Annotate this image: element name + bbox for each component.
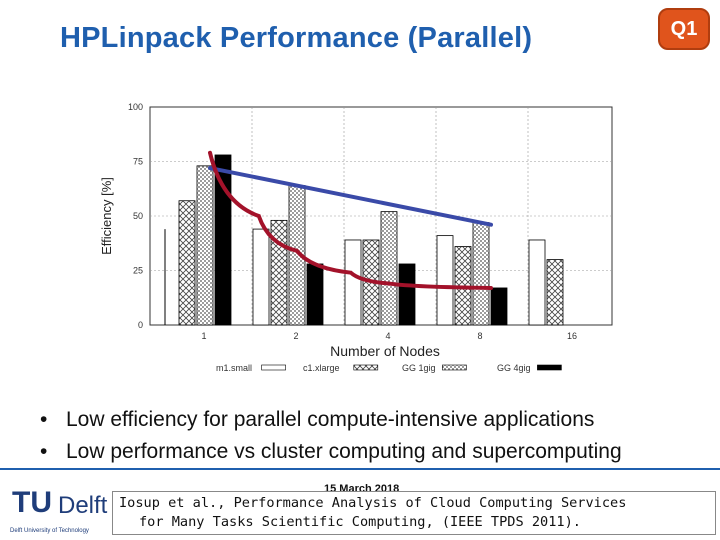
bullet-item: • Low performance vs cluster computing an…	[40, 436, 622, 468]
x-tick-label: 2	[293, 331, 298, 341]
trend-lines	[208, 150, 493, 290]
bullet-dot-icon: •	[40, 440, 48, 463]
question-badge: Q1	[658, 8, 710, 50]
trend-line-blue	[208, 166, 493, 227]
y-tick-labels: 0 25 50 75 100	[128, 102, 143, 330]
bar	[436, 235, 454, 326]
y-tick-label: 50	[133, 211, 143, 221]
y-axis-label: Efficiency [%]	[99, 177, 114, 255]
chart-legend: m1.small c1.xlarge GG 1gig GG 4gig	[216, 363, 562, 373]
citation-box: Iosup et al., Performance Analysis of Cl…	[112, 491, 716, 535]
legend-swatch	[442, 364, 467, 371]
bullet-list: • Low efficiency for parallel compute-int…	[40, 404, 622, 468]
bullet-text: Low performance vs cluster computing and…	[66, 440, 622, 463]
bar	[344, 239, 362, 326]
bar	[196, 165, 214, 326]
legend-label: GG 4gig	[497, 363, 531, 373]
bullet-dot-icon: •	[40, 408, 48, 431]
bar	[306, 263, 324, 326]
bullet-item: • Low efficiency for parallel compute-int…	[40, 404, 622, 436]
x-axis-label: Number of Nodes	[330, 343, 440, 359]
bar	[214, 154, 232, 326]
y-tick-label: 75	[133, 157, 143, 167]
legend-label: m1.small	[216, 363, 252, 373]
x-tick-label: 4	[385, 331, 390, 341]
trend-line-red	[208, 150, 493, 290]
x-tick-label: 1	[201, 331, 206, 341]
efficiency-chart: 0 25 50 75 100 1 2 4 8 16 Number of Nodes Effici…	[99, 102, 613, 373]
tu-logo-icon: TU	[12, 486, 52, 519]
y-tick-label: 0	[138, 320, 143, 330]
bar	[178, 200, 196, 326]
bar	[546, 259, 564, 326]
legend-swatch	[353, 364, 379, 371]
citation-line: Iosup et al., Performance Analysis of Cl…	[119, 495, 627, 511]
bar	[380, 211, 398, 326]
bar	[252, 228, 270, 326]
bar-group	[164, 154, 564, 326]
citation-line: for Many Tasks Scientific Computing, (IE…	[139, 514, 581, 530]
footer-divider	[0, 468, 720, 470]
bar	[490, 287, 508, 326]
bar	[270, 219, 288, 326]
x-tick-label: 16	[567, 331, 577, 341]
y-tick-label: 100	[128, 102, 143, 112]
legend-label: GG 1gig	[402, 363, 436, 373]
legend-swatch	[537, 364, 562, 371]
logo-name: Delft	[58, 492, 108, 519]
logo-subtitle: Delft University of Technology	[10, 528, 89, 534]
bar	[472, 222, 490, 326]
bar	[528, 239, 546, 326]
legend-label: c1.xlarge	[303, 363, 340, 373]
x-tick-labels: 1 2 4 8 16	[201, 331, 577, 341]
x-tick-label: 8	[477, 331, 482, 341]
slide-title: HPLinpack Performance (Parallel)	[60, 22, 533, 54]
bullet-text: Low efficiency for parallel compute-inte…	[66, 408, 595, 431]
legend-swatch	[261, 364, 286, 371]
bar	[398, 263, 416, 326]
y-tick-label: 25	[133, 266, 143, 276]
